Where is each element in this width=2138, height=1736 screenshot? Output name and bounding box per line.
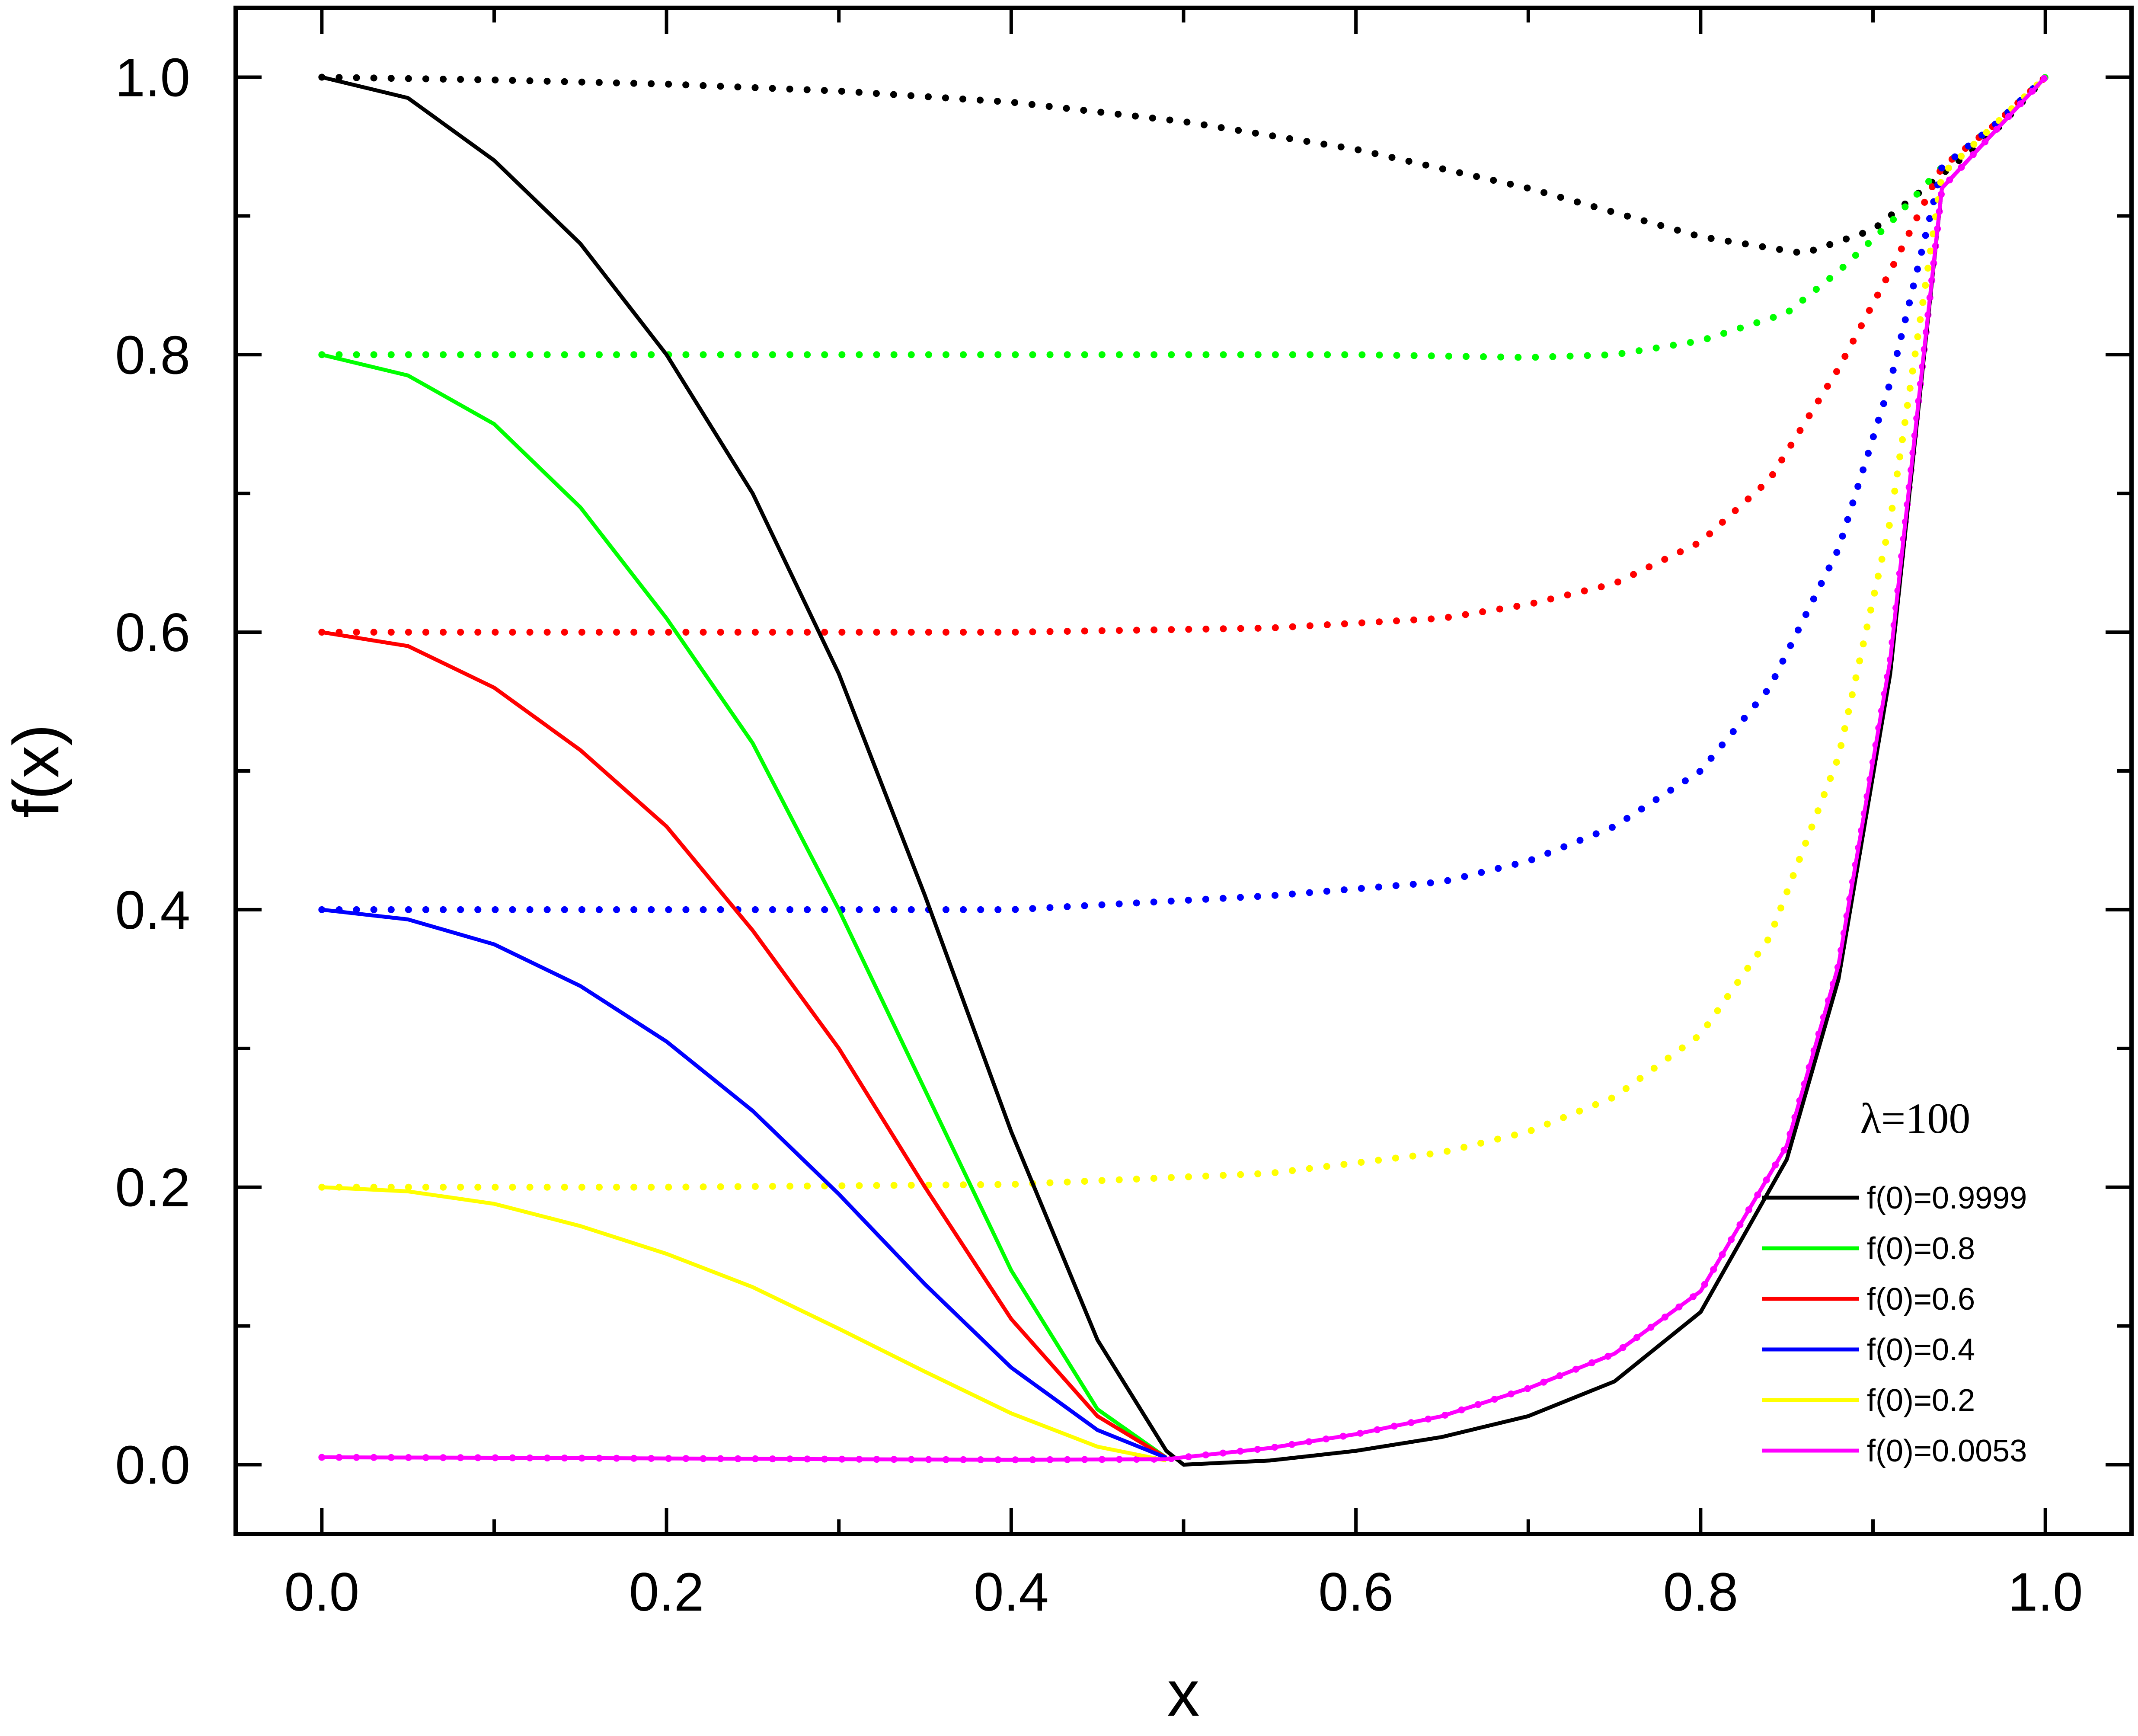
series-line-0000ff <box>321 908 1167 1460</box>
series-line-ff00ff <box>322 76 2047 1462</box>
x-tick-label: 0.0 <box>284 1562 359 1622</box>
y-tick-label: 1.0 <box>115 48 190 108</box>
legend-label: f(0)=0.0053 <box>1867 1434 2027 1468</box>
y-tick-label: 0.0 <box>115 1435 190 1496</box>
dotted-series-ff0000 <box>318 74 2049 636</box>
x-tick-label: 0.8 <box>1663 1562 1739 1622</box>
legend-label: f(0)=0.9999 <box>1867 1181 2027 1215</box>
plot-frame <box>233 6 2134 1536</box>
y-tick-label: 0.6 <box>115 603 190 663</box>
axis-ticks <box>236 8 2132 1534</box>
y-tick-label: 0.8 <box>115 325 190 385</box>
x-axis-label: x <box>1167 1657 1200 1730</box>
x-tick-label: 1.0 <box>2008 1562 2083 1622</box>
legend-label: f(0)=0.8 <box>1867 1231 1975 1266</box>
x-tick-label: 0.4 <box>974 1562 1049 1622</box>
legend-label: f(0)=0.2 <box>1867 1383 1975 1418</box>
legend: f(0)=0.9999 f(0)=0.8 f(0)=0.6 f(0)=0.4 f(0)=… <box>1762 1181 2027 1468</box>
series-line-00ff00 <box>321 352 1168 1460</box>
series-line-ffff00 <box>322 1185 1167 1463</box>
dotted-series-0000ff <box>318 74 2049 913</box>
series-line-000000 <box>321 75 2047 1467</box>
y-axis-label: f(x) <box>0 724 72 818</box>
dotted-series-ffff00 <box>318 74 2049 1191</box>
series-line-ff0000 <box>321 630 1167 1460</box>
x-tick-label: 0.2 <box>629 1562 704 1622</box>
y-tick-label: 0.2 <box>115 1158 190 1218</box>
lambda-annotation: λ=100 <box>1860 1094 1971 1142</box>
legend-label: f(0)=0.4 <box>1867 1333 1975 1367</box>
tick-labels: 0.0 0.2 0.4 0.6 0.8 1.0 0.0 0.2 0.4 0.6 0.8 1.0 <box>115 48 2083 1622</box>
plot-area <box>318 74 2049 1467</box>
y-tick-label: 0.4 <box>115 880 190 940</box>
legend-label: f(0)=0.6 <box>1867 1282 1975 1317</box>
x-tick-label: 0.6 <box>1318 1562 1393 1622</box>
